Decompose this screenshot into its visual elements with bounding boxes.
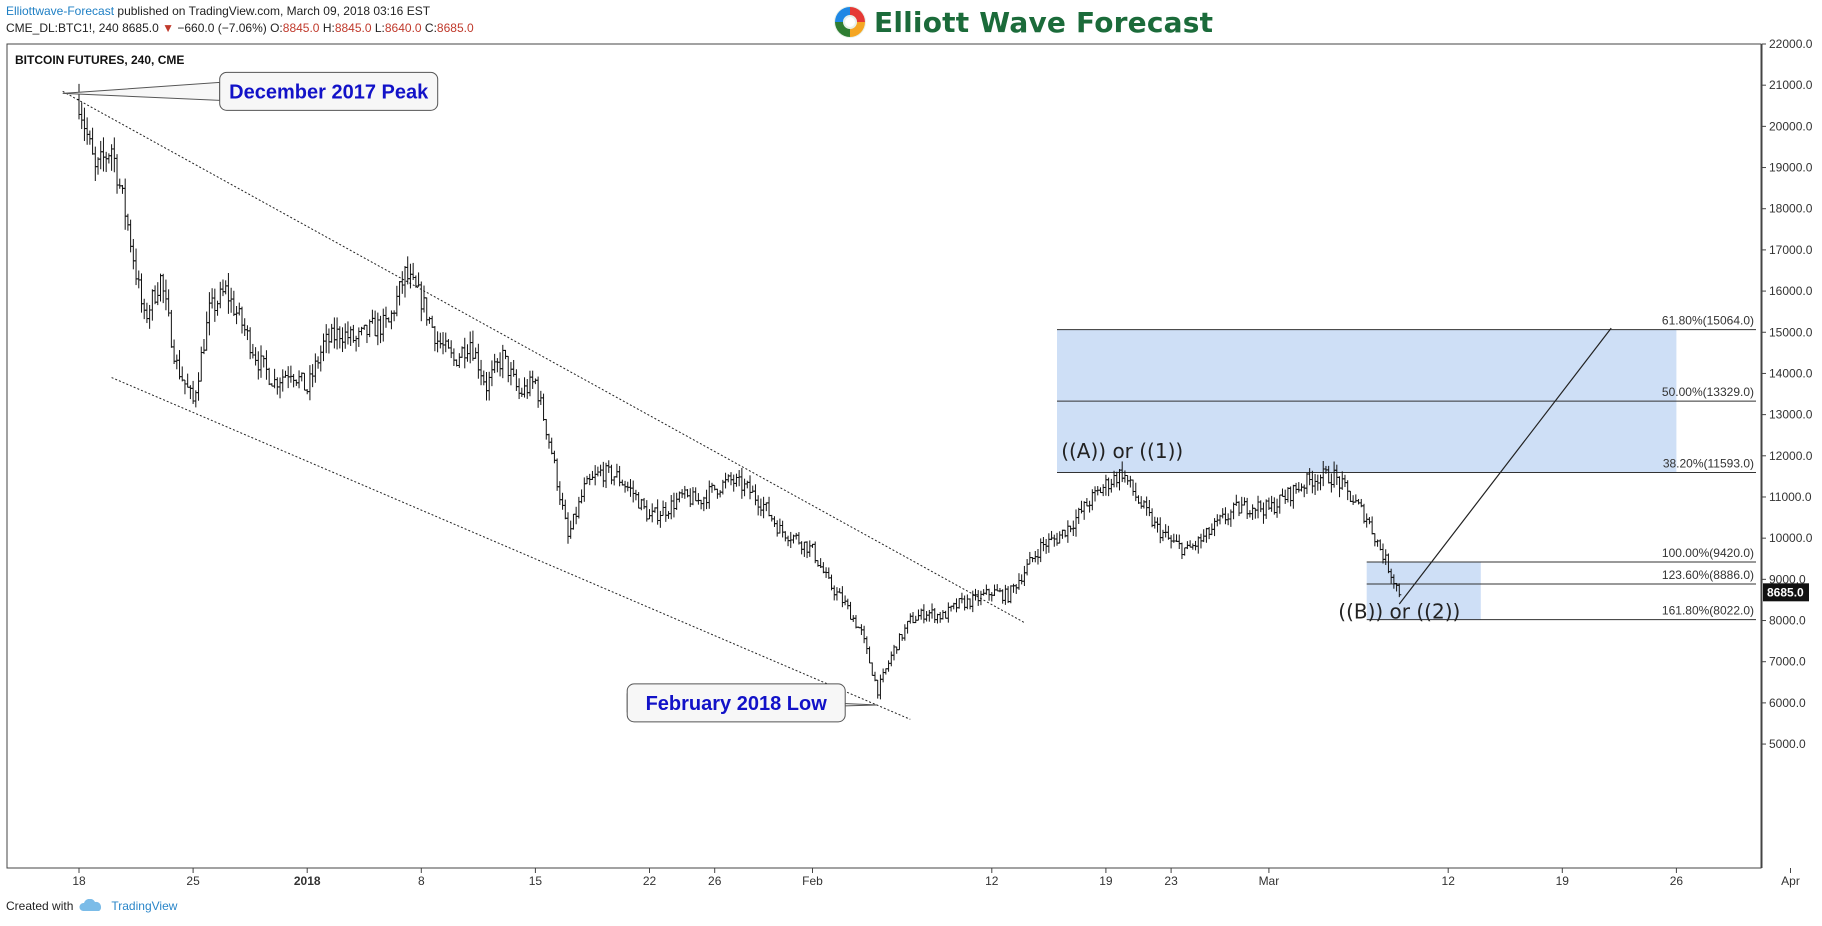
close-label: C:	[424, 21, 437, 35]
x-tick-label: 2018	[294, 874, 321, 888]
last-price-tag	[1763, 583, 1809, 602]
wave-label: ((B)) or ((2))	[1338, 599, 1460, 623]
y-tick-label: 14000.0	[1769, 366, 1813, 380]
x-tick-label: 18	[72, 874, 86, 888]
y-tick-label: 18000.0	[1769, 202, 1813, 216]
published-text: published on TradingView.com, March 09, …	[117, 4, 431, 18]
swirl-logo-icon	[834, 6, 866, 38]
trendline	[1398, 327, 1612, 605]
fib-level-label: 61.80%(15064.0)	[1662, 314, 1754, 328]
y-tick-label: 21000.0	[1769, 78, 1813, 92]
y-tick-label: 7000.0	[1769, 655, 1806, 669]
callout-pointer	[62, 81, 221, 101]
y-tick-label: 17000.0	[1769, 243, 1813, 257]
high-value: 8845.0	[334, 21, 372, 35]
callout-box	[219, 71, 439, 111]
fib-level-label: 161.80%(8022.0)	[1662, 604, 1754, 618]
fib-level-label: 100.00%(9420.0)	[1662, 546, 1754, 560]
fib-level-label: 38.20%(11593.0)	[1663, 457, 1754, 471]
publisher-link[interactable]: Elliottwave-Forecast	[6, 4, 115, 18]
y-tick-label: 9000.0	[1769, 572, 1806, 586]
y-tick-label: 20000.0	[1769, 119, 1813, 133]
down-arrow-icon: ▼	[162, 21, 174, 35]
chart-title: BITCOIN FUTURES, 240, CME	[15, 53, 184, 67]
y-tick-label: 16000.0	[1769, 284, 1813, 298]
open-value: 8845.0	[282, 21, 320, 35]
x-tick-label: 23	[1164, 874, 1178, 888]
x-tick-label: 19	[1556, 874, 1570, 888]
y-tick-label: 6000.0	[1769, 696, 1806, 710]
y-tick-label: 8000.0	[1769, 614, 1806, 628]
y-tick-label: 13000.0	[1769, 408, 1813, 422]
y-tick-label: 22000.0	[1769, 37, 1813, 51]
trendline	[111, 377, 911, 720]
change-value: −660.0 (−7.06%)	[177, 21, 267, 35]
y-tick-label: 12000.0	[1769, 449, 1813, 463]
last-price: 8685.0	[122, 21, 159, 35]
y-tick-label: 15000.0	[1769, 325, 1813, 339]
published-line: Elliottwave-Forecast published on Tradin…	[6, 4, 430, 18]
high-label: H:	[322, 21, 335, 35]
last-price-label: 8685.0	[1767, 585, 1804, 599]
y-tick-label: 19000.0	[1769, 161, 1813, 175]
fib-level-label: 123.60%(8886.0)	[1662, 568, 1754, 582]
callout-label: February 2018 Low	[646, 693, 828, 715]
x-tick-label: 12	[985, 874, 999, 888]
footer: Created with TradingView	[6, 899, 177, 913]
y-tick-label: 5000.0	[1769, 737, 1806, 751]
x-tick-label: Mar	[1259, 874, 1280, 888]
open-label: O:	[270, 21, 283, 35]
x-tick-label: 22	[643, 874, 657, 888]
created-with-label: Created with	[6, 899, 74, 913]
x-tick-label: 26	[1670, 874, 1684, 888]
y-tick-label: 10000.0	[1769, 531, 1813, 545]
callout-label: December 2017 Peak	[229, 81, 429, 103]
plot-frame	[6, 43, 1762, 869]
callout-box	[626, 683, 846, 723]
x-tick-label: 19	[1099, 874, 1113, 888]
close-value: 8685.0	[436, 21, 474, 35]
fib-level-label: 50.00%(13329.0)	[1662, 385, 1754, 399]
x-tick-label: 15	[529, 874, 543, 888]
x-tick-label: 8	[418, 874, 425, 888]
trendline	[62, 90, 1025, 624]
x-tick-label: 26	[708, 874, 722, 888]
x-tick-label: Feb	[802, 874, 823, 888]
tradingview-link[interactable]: TradingView	[111, 899, 178, 913]
low-label: L:	[374, 21, 385, 35]
x-tick-label: Apr	[1781, 874, 1800, 888]
y-tick-label: 11000.0	[1769, 490, 1812, 504]
x-tick-label: 25	[186, 874, 200, 888]
ohlc-line: CME_DL:BTC1!, 240 8685.0 ▼ −660.0 (−7.06…	[6, 21, 474, 35]
wave-label: ((A)) or ((1))	[1061, 439, 1183, 463]
symbol-label: CME_DL:BTC1!, 240	[6, 21, 119, 35]
brand-name: Elliott Wave Forecast	[874, 5, 1214, 39]
low-value: 8640.0	[384, 21, 422, 35]
tradingview-cloud-icon	[79, 899, 102, 911]
x-tick-label: 12	[1442, 874, 1456, 888]
brand-logo: Elliott Wave Forecast	[832, 2, 1213, 42]
